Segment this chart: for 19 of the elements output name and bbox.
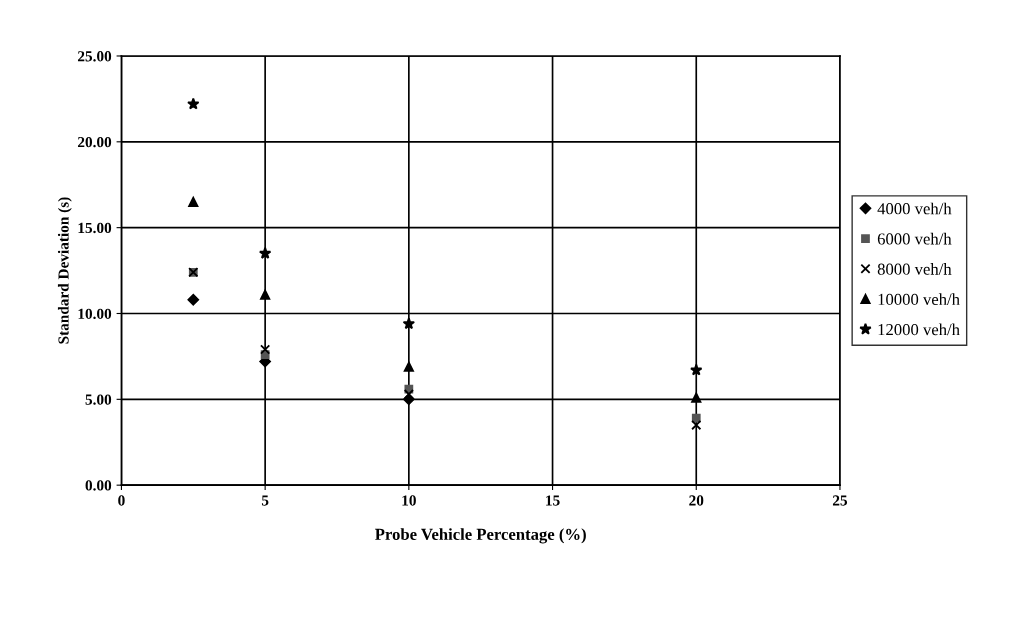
y-tick-label: 10.00 [78,308,112,320]
x-tick-label: 20 [689,495,704,506]
legend-label: 12000 veh/h [878,323,960,336]
x-tick-label: 0 [118,495,125,506]
legend-label: 4000 veh/h [877,202,952,215]
y-tick-label: 0.00 [85,480,112,491]
legend-label: 8000 veh/h [877,263,952,275]
y-tick-label: 15.00 [78,222,112,234]
y-tick-label: 25.00 [77,51,112,62]
y-axis-title: Standard Deviation (s) [57,197,72,344]
y-tick-label: 5.00 [85,394,112,405]
legend-label: 10000 veh/h [878,293,960,306]
legend-label: 6000 veh/h [877,232,952,245]
x-tick-label: 10 [402,495,416,506]
x-axis-title: Probe Vehicle Percentage (%) [375,528,586,544]
x-tick-label: 5 [261,495,269,506]
y-tick-label: 20.00 [77,136,112,148]
x-tick-label: 25 [832,495,848,506]
x-tick-label: 15 [546,495,560,506]
